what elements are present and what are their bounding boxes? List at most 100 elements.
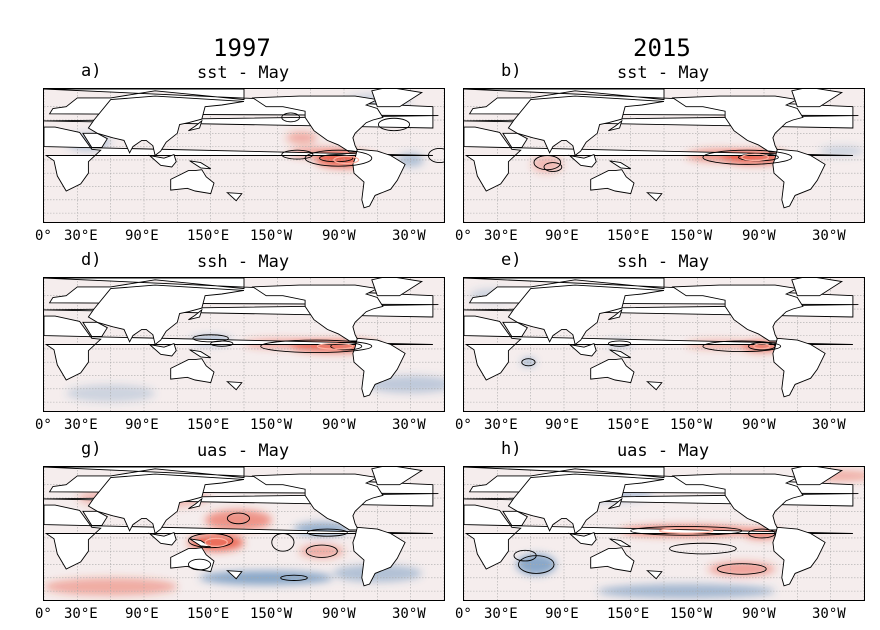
- x-tick-label: 30°E: [64, 417, 98, 433]
- column-title-2015: 2015: [633, 34, 691, 62]
- contour-line: [306, 528, 348, 537]
- x-tick-label: 0°: [455, 228, 472, 244]
- continents: [464, 278, 859, 398]
- continents: [44, 278, 439, 398]
- x-tick-label: 30°W: [392, 606, 426, 622]
- contour-line: [192, 334, 229, 343]
- map-d: [44, 278, 444, 411]
- x-tick-label: 90°W: [322, 228, 356, 244]
- x-tick-label: 0°: [35, 417, 52, 433]
- contour-line: [669, 542, 737, 555]
- panel-title-h: uas - May: [616, 441, 710, 461]
- continents: [44, 89, 439, 209]
- contour-line: [747, 342, 776, 351]
- x-tick-label: 0°: [35, 606, 52, 622]
- contour-line: [716, 563, 767, 575]
- x-tick-label: 150°W: [670, 417, 713, 433]
- x-tick-label: 30°W: [392, 417, 426, 433]
- x-tick-label: 30°E: [64, 606, 98, 622]
- x-tick-label: 150°W: [250, 417, 293, 433]
- map-panel-e: [463, 277, 865, 412]
- x-tick-label: 150°W: [250, 606, 293, 622]
- contour-line: [513, 549, 537, 562]
- x-tick-label: 150°E: [187, 417, 230, 433]
- contour-line: [210, 340, 234, 347]
- anomaly-patch: [44, 577, 178, 596]
- continents: [464, 467, 859, 587]
- contour-line: [658, 527, 714, 534]
- x-tick-label: 150°E: [187, 228, 230, 244]
- x-tick-label: 90°W: [742, 606, 776, 622]
- panel-label-b: b): [501, 61, 522, 81]
- map-panel-d: [43, 277, 445, 412]
- map-e: [464, 278, 864, 411]
- x-tick-label: 30°W: [812, 417, 846, 433]
- map-a: [44, 89, 444, 222]
- x-tick-label: 90°E: [545, 417, 579, 433]
- map-panel-a: [43, 88, 445, 223]
- anomaly-patch: [286, 131, 318, 144]
- contour-line: [316, 342, 354, 350]
- contour-line: [702, 340, 782, 353]
- panel-title-a: sst - May: [196, 63, 290, 83]
- x-tick-label: 0°: [455, 606, 472, 622]
- contour-line: [226, 512, 251, 525]
- x-tick-label: 150°E: [607, 606, 650, 622]
- anomaly-patch: [205, 509, 272, 531]
- x-tick-label: 90°W: [322, 606, 356, 622]
- contour-line: [427, 147, 444, 164]
- column-title-1997: 1997: [213, 34, 271, 62]
- continents: [464, 89, 859, 209]
- x-tick-label: 30°E: [484, 228, 518, 244]
- contour-line: [330, 342, 363, 351]
- panel-title-d: ssh - May: [196, 252, 290, 272]
- x-tick-label: 90°E: [125, 417, 159, 433]
- x-tick-label: 30°W: [812, 606, 846, 622]
- panel-title-b: sst - May: [616, 63, 710, 83]
- contour-line: [543, 162, 563, 172]
- map-panel-b: [463, 88, 865, 223]
- contour-line: [753, 343, 771, 350]
- contour-line: [333, 155, 360, 165]
- contour-line: [281, 112, 301, 123]
- contour-line: [305, 544, 338, 558]
- contour-line: [630, 525, 743, 536]
- contour-line: [260, 339, 373, 353]
- panel-label-g: g): [81, 439, 102, 459]
- map-h: [464, 467, 864, 600]
- contour-line: [702, 149, 793, 165]
- contour-line: [204, 537, 228, 547]
- panel-label-a: a): [81, 61, 102, 81]
- x-tick-label: 30°W: [392, 228, 426, 244]
- panel-label-d: d): [81, 250, 102, 270]
- contour-line: [187, 558, 212, 571]
- x-tick-label: 90°W: [742, 417, 776, 433]
- x-tick-label: 150°W: [670, 228, 713, 244]
- x-tick-label: 150°E: [187, 606, 230, 622]
- contour-line: [533, 155, 562, 171]
- map-b: [464, 89, 864, 222]
- map-panel-h: [463, 466, 865, 601]
- map-g: [44, 467, 444, 600]
- x-tick-label: 90°W: [322, 417, 356, 433]
- panel-title-e: ssh - May: [616, 252, 710, 272]
- contour-line: [607, 340, 632, 347]
- x-tick-label: 0°: [35, 228, 52, 244]
- x-tick-label: 30°W: [812, 228, 846, 244]
- x-tick-label: 150°W: [670, 606, 713, 622]
- x-tick-label: 0°: [455, 417, 472, 433]
- contour-line: [271, 533, 295, 552]
- contour-line: [280, 574, 308, 581]
- x-tick-label: 30°E: [484, 417, 518, 433]
- contour-line: [741, 153, 770, 162]
- x-tick-label: 90°E: [125, 228, 159, 244]
- anomaly-patch: [819, 145, 864, 157]
- x-tick-label: 90°E: [545, 606, 579, 622]
- x-tick-label: 90°E: [125, 606, 159, 622]
- panel-title-g: uas - May: [196, 441, 290, 461]
- x-tick-label: 150°W: [250, 228, 293, 244]
- contour-line: [521, 358, 536, 367]
- x-tick-label: 90°W: [742, 228, 776, 244]
- contour-line: [187, 533, 234, 549]
- contour-line: [281, 149, 314, 160]
